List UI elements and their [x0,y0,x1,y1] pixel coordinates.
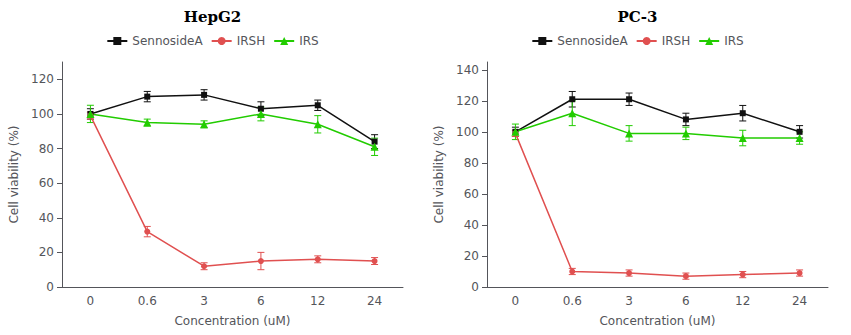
svg-text:6: 6 [257,294,265,308]
svg-text:0: 0 [512,294,520,308]
svg-text:PC-3: PC-3 [618,8,658,26]
svg-text:40: 40 [39,211,54,225]
svg-text:140: 140 [456,63,479,77]
svg-text:0: 0 [46,280,54,294]
svg-text:3: 3 [200,294,208,308]
svg-text:SennosideA: SennosideA [557,34,628,48]
svg-text:0.6: 0.6 [563,294,582,308]
svg-text:24: 24 [367,294,382,308]
svg-text:100: 100 [456,125,479,139]
svg-text:HepG2: HepG2 [184,8,241,26]
svg-text:20: 20 [39,245,54,259]
svg-text:0: 0 [471,280,479,294]
svg-text:IRSH: IRSH [237,34,266,48]
svg-text:Concentration (uM): Concentration (uM) [174,314,290,328]
svg-text:6: 6 [682,294,690,308]
svg-text:IRS: IRS [724,34,744,48]
svg-text:60: 60 [464,187,479,201]
svg-text:60: 60 [39,176,54,190]
svg-text:100: 100 [31,107,54,121]
svg-text:12: 12 [310,294,325,308]
svg-text:120: 120 [456,94,479,108]
svg-text:80: 80 [39,142,54,156]
svg-text:Cell viability (%): Cell viability (%) [432,125,446,223]
svg-text:24: 24 [792,294,807,308]
svg-text:Concentration (uM): Concentration (uM) [599,314,715,328]
svg-text:3: 3 [625,294,633,308]
svg-text:IRSH: IRSH [662,34,691,48]
svg-text:IRS: IRS [299,34,319,48]
svg-text:40: 40 [464,218,479,232]
svg-text:12: 12 [735,294,750,308]
svg-text:120: 120 [31,72,54,86]
svg-text:SennosideA: SennosideA [132,34,203,48]
svg-text:0.6: 0.6 [138,294,157,308]
svg-text:0: 0 [87,294,95,308]
svg-text:80: 80 [464,156,479,170]
svg-text:Cell viability (%): Cell viability (%) [7,125,21,223]
svg-text:20: 20 [464,249,479,263]
